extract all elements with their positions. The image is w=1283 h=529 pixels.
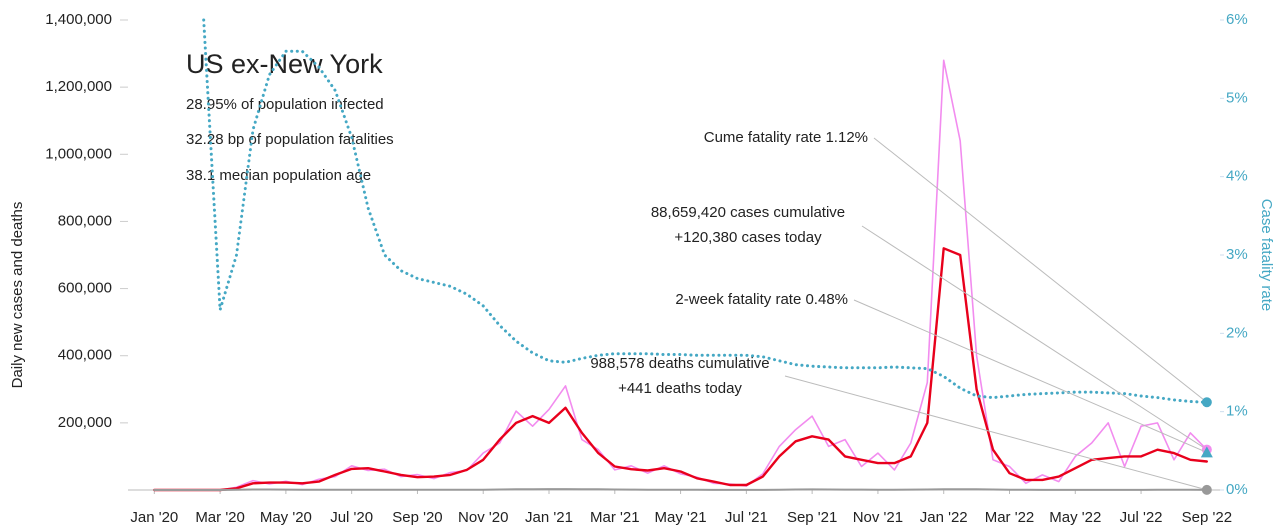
x-tick-label: Jan '21 [525,509,573,526]
x-tick-label: Jan '22 [920,509,968,526]
leader-line [861,225,1208,451]
end-marker [1201,484,1212,495]
annotation: Cume fatality rate 1.12% [704,129,868,146]
leader-line [873,137,1208,403]
x-tick-label: Sep '21 [787,509,837,526]
y-tick-label: 800,000 [58,212,112,229]
y2-tick-label: 0% [1226,481,1248,498]
annotation: 2-week fatality rate 0.48% [675,291,848,308]
end-marker [1201,397,1212,408]
y2-tick-label: 5% [1226,89,1248,106]
x-tick-label: Jan '20 [130,509,178,526]
chart-title: US ex-New York [186,49,383,79]
x-tick-label: Mar '21 [590,509,640,526]
series-line [202,18,1209,404]
y2-tick-label: 1% [1226,403,1248,420]
y-tick-label: 1,200,000 [45,78,112,95]
x-tick-label: Jul '22 [1120,509,1163,526]
y2-tick-label: 6% [1226,11,1248,28]
y-axis-label: Daily new cases and deaths [9,202,26,389]
annotation: +441 deaths today [618,380,742,397]
x-tick-label: Sep '20 [392,509,442,526]
subtitle: 38.1 median population age [186,167,371,184]
y-tick-label: 200,000 [58,414,112,431]
y2-tick-label: 3% [1226,246,1248,263]
subtitle: 28.95% of population infected [186,96,384,113]
annotation: 88,659,420 cases cumulative [651,204,845,221]
series-line [153,59,1208,491]
x-tick-label: Sep '22 [1182,509,1232,526]
y-tick-label: 600,000 [58,280,112,297]
leader-line [784,375,1207,491]
end-marker [1200,446,1213,458]
annotation: 988,578 deaths cumulative [590,355,769,372]
y-tick-label: 1,000,000 [45,145,112,162]
x-tick-label: Mar '20 [195,509,245,526]
y2-tick-label: 4% [1226,168,1248,185]
subtitle: 32.28 bp of population fatalities [186,131,394,148]
x-tick-label: Jul '20 [330,509,373,526]
y-tick-label: 400,000 [58,347,112,364]
y-tick-label: 1,400,000 [45,11,112,28]
series-line [153,488,1208,491]
x-tick-label: Nov '21 [853,509,903,526]
annotation: +120,380 cases today [674,229,822,246]
x-tick-label: May '22 [1049,509,1101,526]
y2-axis-label: Case fatality rate [1258,199,1275,312]
x-tick-label: May '21 [655,509,707,526]
x-tick-label: May '20 [260,509,312,526]
x-tick-label: Nov '20 [458,509,508,526]
series-line [153,247,1208,492]
leader-line [853,299,1208,453]
x-tick-label: Jul '21 [725,509,768,526]
x-tick-label: Mar '22 [985,509,1035,526]
y2-tick-label: 2% [1226,324,1248,341]
